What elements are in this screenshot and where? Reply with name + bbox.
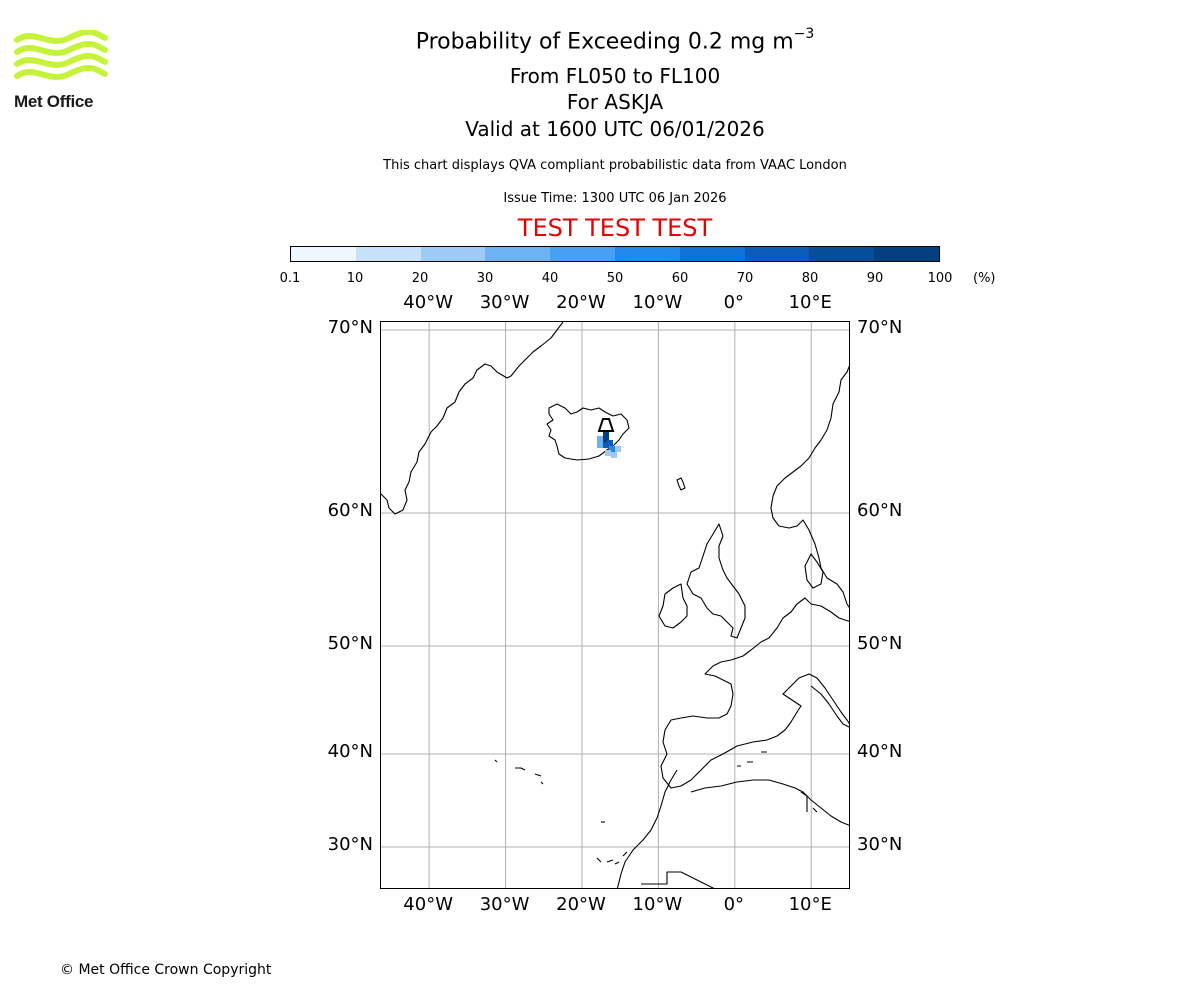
lon-label-top: 30°W xyxy=(479,292,530,313)
lon-label-top: 0° xyxy=(723,292,745,313)
plume-cell xyxy=(603,430,609,436)
coastlines xyxy=(381,322,849,888)
border-line xyxy=(641,871,715,888)
chart-title: Probability of Exceeding 0.2 mg m−3 xyxy=(0,26,1200,55)
plume-cell xyxy=(609,446,615,452)
lat-label-right: 30°N xyxy=(857,834,903,855)
title-text: Probability of Exceeding 0.2 mg m xyxy=(415,29,794,55)
lat-label-right: 70°N xyxy=(857,317,903,338)
colorbar-segment xyxy=(874,247,939,261)
colorbar-tick-label: 100 xyxy=(927,271,953,286)
faroe-coast xyxy=(676,477,686,491)
colorbar-segment xyxy=(420,247,486,261)
lat-label-right: 40°N xyxy=(857,741,903,762)
map-canvas xyxy=(381,322,849,888)
colorbar-tick-label: 90 xyxy=(866,271,884,286)
lat-label-left: 30°N xyxy=(327,834,373,855)
lon-label-bottom: 10°E xyxy=(788,894,832,915)
colorbar-tick-label: 60 xyxy=(671,271,689,286)
colorbar-segment xyxy=(744,247,810,261)
volcano-symbol xyxy=(597,418,615,432)
colorbar-segment xyxy=(614,247,680,261)
lat-label-left: 70°N xyxy=(327,317,373,338)
issue-time: Issue Time: 1300 UTC 06 Jan 2026 xyxy=(503,191,727,206)
colorbar-segment xyxy=(485,247,551,261)
valid-time: Valid at 1600 UTC 06/01/2026 xyxy=(465,117,765,141)
mediterranean-islands xyxy=(737,751,818,813)
ireland-coast xyxy=(658,583,688,629)
volcano-marker xyxy=(597,418,615,432)
plume-cell xyxy=(605,450,611,456)
colorbar-tick-label: 30 xyxy=(476,271,494,286)
colorbar-segment xyxy=(291,247,356,261)
colorbar-tick-label: 0.1 xyxy=(279,271,301,286)
colorbar-segment xyxy=(809,247,875,261)
colorbar-tick-label: 70 xyxy=(736,271,754,286)
great-britain-coast xyxy=(686,523,746,639)
colorbar-segment xyxy=(679,247,745,261)
north-africa-coast xyxy=(616,769,849,888)
greenland-coast xyxy=(381,322,564,515)
iceland-coast xyxy=(546,403,630,461)
lat-label-left: 40°N xyxy=(327,741,373,762)
map-panel[interactable] xyxy=(380,321,850,889)
logo-text: Met Office xyxy=(14,92,94,111)
lat-label-right: 50°N xyxy=(857,633,903,654)
title-unit-exponent: −3 xyxy=(793,26,815,42)
graticule xyxy=(381,322,849,888)
probability-colorbar xyxy=(290,246,940,262)
plume-cell xyxy=(603,436,609,442)
lon-label-bottom: 20°W xyxy=(556,894,606,915)
colorbar-tick-label: 20 xyxy=(411,271,429,286)
canaries xyxy=(596,851,628,865)
lon-label-top: 20°W xyxy=(556,292,606,313)
denmark-coast xyxy=(804,553,824,589)
lon-label-bottom: 0° xyxy=(723,894,745,915)
chart-description: This chart displays QVA compliant probab… xyxy=(383,158,847,173)
test-banner: TEST TEST TEST xyxy=(517,214,713,242)
met-office-logo xyxy=(14,30,108,80)
colorbar-tick-label: 80 xyxy=(801,271,819,286)
plume-cell xyxy=(615,446,621,452)
lon-label-bottom: 10°W xyxy=(632,894,683,915)
colorbar-unit: (%) xyxy=(973,271,996,286)
azores xyxy=(494,759,544,785)
volcano-name: For ASKJA xyxy=(566,90,664,114)
plume-cell xyxy=(603,442,609,448)
plume-cell xyxy=(597,436,603,442)
copyright-notice: © Met Office Crown Copyright xyxy=(60,962,272,978)
lon-label-top: 10°E xyxy=(788,292,832,313)
lat-label-left: 60°N xyxy=(327,500,373,521)
lat-label-right: 60°N xyxy=(857,500,903,521)
lat-label-left: 50°N xyxy=(327,633,373,654)
lon-label-top: 40°W xyxy=(403,292,453,313)
ash-plume xyxy=(597,430,621,458)
colorbar-segment xyxy=(355,247,421,261)
colorbar-tick-label: 10 xyxy=(346,271,364,286)
colorbar-tick-label: 50 xyxy=(606,271,624,286)
scandinavia-coast xyxy=(770,365,849,608)
plume-cell xyxy=(597,442,603,448)
flight-level-range: From FL050 to FL100 xyxy=(509,64,721,88)
lon-label-bottom: 40°W xyxy=(403,894,453,915)
italy-coast xyxy=(810,685,849,728)
colorbar-tick-label: 40 xyxy=(541,271,559,286)
colorbar-segment xyxy=(550,247,615,261)
plume-cell xyxy=(611,452,617,458)
lon-label-top: 10°W xyxy=(632,292,683,313)
plume-cell xyxy=(607,440,613,446)
lon-label-bottom: 30°W xyxy=(479,894,530,915)
europe-coast xyxy=(660,597,849,789)
